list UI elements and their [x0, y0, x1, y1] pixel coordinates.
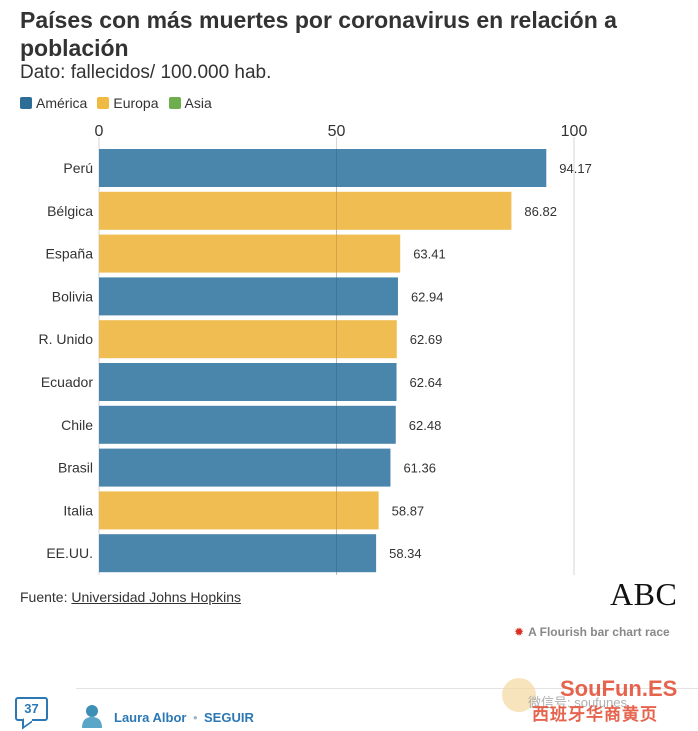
bar: [99, 191, 512, 230]
value-label: 58.34: [389, 546, 422, 561]
category-label: EE.UU.: [46, 545, 93, 561]
value-label: 62.69: [410, 332, 443, 347]
category-label: Perú: [63, 160, 93, 176]
legend-swatch-america: [20, 97, 32, 109]
category-label: Bélgica: [47, 203, 93, 219]
legend: América Europa Asia: [20, 95, 212, 111]
legend-label-asia: Asia: [184, 95, 212, 111]
value-label: 86.82: [524, 204, 557, 219]
bar: [99, 491, 379, 530]
category-label: Bolivia: [52, 288, 93, 304]
bar: [99, 363, 397, 401]
legend-item-america[interactable]: América: [20, 95, 87, 111]
category-label: Italia: [63, 502, 93, 518]
abc-logo[interactable]: ABC: [610, 576, 678, 612]
flourish-icon: ✹: [514, 625, 525, 639]
bar: [99, 277, 398, 316]
x-tick-label: 100: [561, 123, 588, 140]
bar: [99, 234, 401, 273]
bar: [99, 448, 391, 487]
category-label: Ecuador: [41, 374, 93, 390]
follow-button[interactable]: SEGUIR: [204, 710, 254, 725]
bar-chart: 0 50 100 Perú 94.17 Bélgica 86.82 España 63.41 Bo…: [39, 123, 592, 575]
value-label: 94.17: [559, 161, 592, 176]
bar: [99, 149, 547, 187]
legend-swatch-asia: [168, 97, 181, 109]
bar: [99, 320, 397, 359]
bar: [99, 405, 396, 444]
legend-label-america: América: [36, 95, 88, 111]
source-link[interactable]: Universidad Johns Hopkins: [71, 589, 242, 605]
value-label: 63.41: [413, 247, 446, 262]
flourish-credit-label: A Flourish bar chart race: [528, 625, 670, 639]
category-label: Brasil: [58, 460, 93, 476]
author-separator: •: [193, 710, 198, 725]
watermark: SouFun.ES 微信号: soufunes 西班牙华商黄页: [502, 672, 698, 731]
chart-subtitle: Dato: fallecidos/ 100.000 hab.: [20, 62, 272, 83]
watermark-brand: SouFun.ES: [560, 676, 678, 701]
author-name[interactable]: Laura Albor: [114, 710, 187, 725]
source-note: Fuente: Universidad Johns Hopkins: [20, 589, 241, 605]
footer-divider: [76, 688, 698, 689]
legend-swatch-europa: [97, 97, 110, 109]
value-label: 58.87: [392, 503, 425, 518]
category-label: España: [46, 246, 94, 262]
category-label: R. Unido: [39, 331, 94, 347]
value-label: 61.36: [403, 461, 436, 476]
chart-title: Países con más muertes por coronavirus e…: [20, 7, 617, 61]
value-label: 62.64: [410, 375, 443, 390]
bar: [99, 534, 377, 573]
legend-item-europa[interactable]: Europa: [97, 95, 159, 111]
value-label: 62.94: [411, 289, 444, 304]
x-tick-label: 0: [95, 123, 104, 140]
watermark-wechat: 微信号: soufunes: [528, 695, 627, 710]
flourish-credit[interactable]: ✹ A Flourish bar chart race: [514, 625, 670, 639]
legend-item-asia[interactable]: Asia: [168, 95, 212, 111]
category-label: Chile: [61, 417, 93, 433]
value-label: 62.48: [409, 418, 442, 433]
legend-label-europa: Europa: [113, 95, 159, 111]
author-avatar[interactable]: [80, 702, 104, 728]
watermark-logo-icon: [502, 678, 536, 712]
source-prefix: Fuente:: [20, 589, 72, 605]
watermark-subtitle: 西班牙华商黄页: [532, 705, 658, 724]
comments-button[interactable]: 37: [15, 697, 48, 721]
x-tick-label: 50: [328, 123, 346, 140]
